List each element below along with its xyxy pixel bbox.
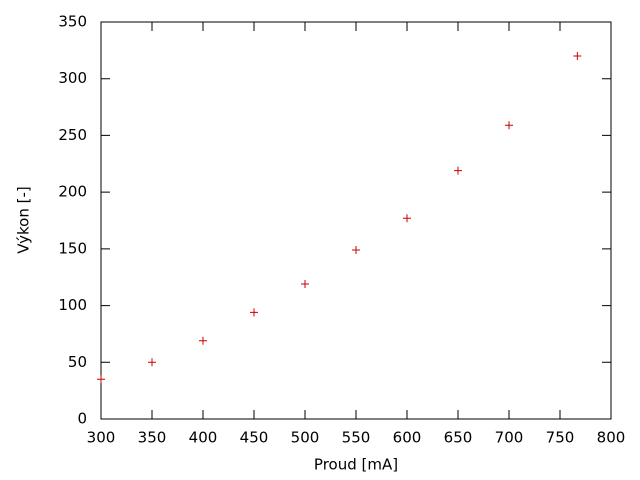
y-tick-label: 50 — [68, 353, 87, 371]
x-tick-label: 350 — [138, 429, 167, 447]
point — [352, 245, 360, 254]
x-tick-label: 550 — [342, 429, 371, 447]
point — [403, 214, 411, 223]
x-tick-label: 300 — [87, 429, 116, 447]
x-tick-label: 800 — [597, 429, 626, 447]
x-tick-label: 450 — [240, 429, 269, 447]
y-axis-label: Výkon [-] — [15, 186, 33, 253]
x-tick-label: 700 — [495, 429, 524, 447]
point — [199, 336, 207, 345]
y-tick-label: 0 — [77, 410, 87, 428]
y-tick-label: 100 — [58, 296, 87, 314]
x-axis-label: Proud [mA] — [314, 456, 398, 474]
x-tick-label: 650 — [444, 429, 473, 447]
point — [573, 52, 582, 61]
point — [148, 358, 156, 367]
x-tick-label: 750 — [546, 429, 575, 447]
y-tick-label: 150 — [58, 239, 87, 257]
x-tick-label: 400 — [189, 429, 218, 447]
plot-frame — [100, 21, 612, 420]
y-tick-label: 350 — [58, 13, 87, 31]
x-tick-label: 600 — [393, 429, 422, 447]
point — [301, 280, 309, 289]
point — [505, 121, 513, 130]
y-tick-label: 300 — [58, 69, 87, 87]
point — [97, 375, 105, 384]
point — [454, 166, 462, 175]
point — [250, 308, 258, 317]
y-tick-label: 250 — [58, 126, 87, 144]
y-tick-label: 200 — [58, 183, 87, 201]
x-tick-label: 500 — [291, 429, 320, 447]
